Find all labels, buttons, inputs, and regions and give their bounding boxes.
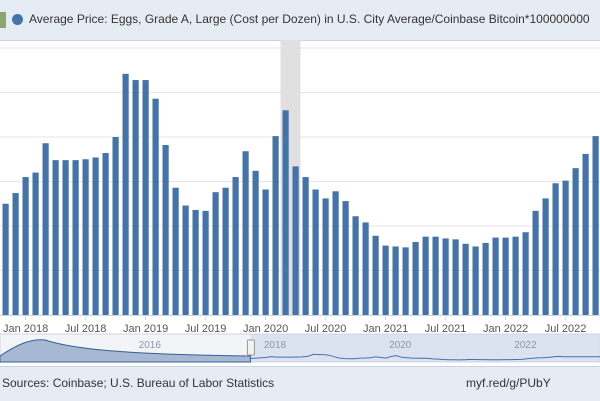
bar bbox=[442, 238, 449, 315]
navigator-history-area bbox=[0, 339, 251, 363]
bar bbox=[282, 110, 289, 315]
bar bbox=[122, 73, 129, 315]
bar-chart: Jan 2018 Jul 2018 Jan 2019 Jul 2019 Jan 2020… bbox=[0, 40, 600, 363]
bar bbox=[262, 189, 269, 315]
bar bbox=[252, 170, 259, 315]
navigator-label: 2022 bbox=[514, 340, 537, 351]
bar bbox=[362, 222, 369, 315]
bar bbox=[342, 201, 349, 315]
bar bbox=[452, 239, 459, 315]
bar bbox=[462, 243, 469, 315]
bar bbox=[152, 98, 159, 315]
bar bbox=[222, 187, 229, 315]
x-tick-label: Jul 2022 bbox=[545, 323, 587, 335]
navigator-series-line bbox=[250, 353, 600, 361]
series-legend-dot[interactable] bbox=[12, 14, 23, 25]
bar bbox=[492, 237, 499, 315]
bar bbox=[2, 203, 9, 315]
bar bbox=[82, 159, 89, 315]
bar bbox=[382, 245, 389, 315]
x-tick-label: Jan 2020 bbox=[243, 323, 288, 335]
bar bbox=[142, 80, 149, 315]
bar bbox=[552, 183, 559, 315]
x-tick-label: Jan 2021 bbox=[363, 323, 408, 335]
bar bbox=[532, 210, 539, 315]
bar bbox=[92, 157, 99, 315]
bar bbox=[422, 236, 429, 315]
bar bbox=[242, 151, 249, 315]
navigator-handle bbox=[246, 339, 255, 356]
bar bbox=[32, 172, 39, 315]
bar bbox=[582, 153, 589, 315]
bar bbox=[52, 160, 59, 315]
x-tick-label: Jan 2018 bbox=[3, 323, 48, 335]
bar bbox=[232, 177, 239, 315]
bar bbox=[12, 193, 19, 315]
bar bbox=[112, 137, 119, 315]
x-tick-label: Jul 2021 bbox=[425, 323, 467, 335]
bar bbox=[512, 236, 519, 315]
sources-text: Sources: Coinbase; U.S. Bureau of Labor … bbox=[2, 376, 275, 390]
bar bbox=[332, 191, 339, 315]
bar bbox=[482, 242, 489, 315]
bar bbox=[302, 177, 309, 315]
legend-label[interactable]: Average Price: Eggs, Grade A, Large (Cos… bbox=[29, 12, 590, 26]
x-tick-label: Jul 2019 bbox=[185, 323, 227, 335]
bar bbox=[412, 242, 419, 315]
bar bbox=[312, 189, 319, 315]
bar bbox=[372, 235, 379, 315]
bar bbox=[62, 160, 69, 315]
bar bbox=[102, 153, 109, 315]
bar bbox=[22, 177, 29, 315]
bar bbox=[572, 168, 579, 315]
bar bbox=[562, 180, 569, 315]
bar bbox=[202, 210, 209, 315]
x-tick-label: Jan 2019 bbox=[123, 323, 168, 335]
bar bbox=[172, 187, 179, 315]
bar bbox=[542, 198, 549, 315]
navigator-label: 2018 bbox=[264, 340, 287, 351]
bar bbox=[472, 246, 479, 315]
bar bbox=[192, 209, 199, 315]
bar bbox=[392, 246, 399, 315]
x-tick-label: Jul 2020 bbox=[305, 323, 347, 335]
bar bbox=[42, 143, 49, 315]
bar bbox=[272, 136, 279, 315]
bar bbox=[322, 198, 329, 315]
bar bbox=[132, 80, 139, 315]
bar bbox=[292, 166, 299, 315]
bar bbox=[592, 136, 599, 315]
bar bbox=[212, 192, 219, 315]
bar bbox=[352, 216, 359, 315]
bar bbox=[162, 145, 169, 315]
bar bbox=[522, 232, 529, 315]
fred-logo-icon bbox=[0, 12, 6, 28]
short-link[interactable]: myf.red/g/PUbY bbox=[466, 376, 551, 390]
legend: Average Price: Eggs, Grade A, Large (Cos… bbox=[0, 0, 600, 41]
x-tick-label: Jan 2022 bbox=[483, 323, 528, 335]
bar bbox=[72, 160, 79, 315]
navigator-label: 2020 bbox=[389, 340, 412, 351]
x-tick-label: Jul 2018 bbox=[65, 323, 107, 335]
bar bbox=[182, 205, 189, 315]
navigator-label: 2016 bbox=[139, 340, 162, 351]
bar bbox=[402, 247, 409, 315]
bar bbox=[502, 237, 509, 315]
footer: Sources: Coinbase; U.S. Bureau of Labor … bbox=[0, 366, 600, 401]
bar bbox=[432, 236, 439, 315]
